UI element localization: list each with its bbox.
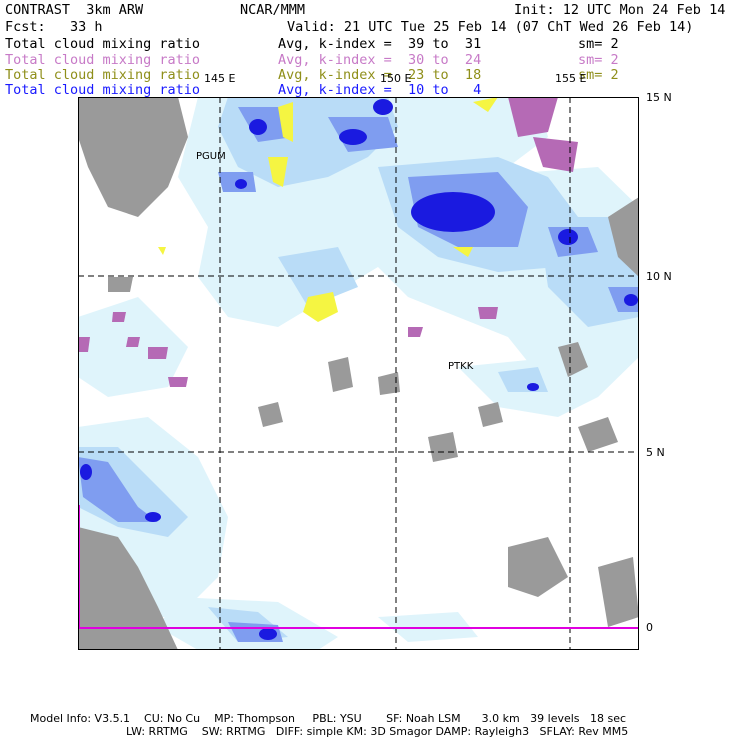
yellow-patch <box>303 292 338 322</box>
legend-smooth-2: sm= 2 <box>578 52 619 68</box>
legend-stat-1: Avg, k-index = 39 to 31 <box>278 36 482 52</box>
cloud-core <box>624 294 638 306</box>
cloud-core <box>339 129 367 145</box>
lat-label-equator: 0 <box>646 621 653 634</box>
purple-patch <box>408 327 423 337</box>
cloud-core-areas <box>80 99 638 640</box>
gray-patch <box>378 372 400 395</box>
gray-patch <box>78 527 178 650</box>
yellow-patch <box>158 247 166 255</box>
legend-field-3: Total cloud mixing ratio <box>5 67 201 83</box>
cloud-core <box>249 119 267 135</box>
map-frame <box>78 97 639 650</box>
gray-patch <box>598 557 639 627</box>
cloud-core <box>235 179 247 189</box>
purple-patch <box>78 337 90 352</box>
gray-patch <box>108 277 133 292</box>
yellow-patch <box>278 102 293 142</box>
init-time: Init: 12 UTC Mon 24 Feb 14 <box>514 2 726 18</box>
gray-patch <box>428 432 458 462</box>
lat-label-10n: 10 N <box>646 270 672 283</box>
purple-areas <box>78 97 578 387</box>
station-ptkk: PTKK <box>448 361 474 372</box>
station-pgum: PGUM <box>196 151 226 162</box>
gray-patch <box>478 402 503 427</box>
legend-smooth-1: sm= 2 <box>578 36 619 52</box>
purple-patch <box>148 347 168 359</box>
cloud-core <box>80 464 92 480</box>
valid-time: Valid: 21 UTC Tue 25 Feb 14 (07 ChT Wed … <box>287 19 694 35</box>
map-panel: PGUM PTKK <box>78 97 639 650</box>
purple-patch <box>168 377 188 387</box>
legend-field-1: Total cloud mixing ratio <box>5 36 201 52</box>
lat-label-5n: 5 N <box>646 446 665 459</box>
legend-stat-2: Avg, k-index = 30 to 24 <box>278 52 482 68</box>
yellow-patch <box>473 97 498 112</box>
gray-patch <box>78 97 188 217</box>
lon-label-155e: 155 E <box>555 72 587 85</box>
forecast-hour: Fcst: 33 h <box>5 19 103 35</box>
gray-patch <box>328 357 353 392</box>
gray-patch <box>608 197 639 277</box>
gray-patch <box>508 537 568 597</box>
lon-label-150e: 150 E <box>380 72 412 85</box>
legend-field-2: Total cloud mixing ratio <box>5 52 201 68</box>
gray-areas <box>78 97 639 650</box>
gray-patch <box>578 417 618 452</box>
lat-label-15n: 15 N <box>646 91 672 104</box>
legend-stat-4: Avg, k-index = 10 to 4 <box>278 82 482 98</box>
cloud-core <box>411 192 495 232</box>
purple-patch <box>126 337 140 347</box>
lat-lon-grid <box>78 97 639 650</box>
legend-smooth-3: sm= 2 <box>578 67 619 83</box>
purple-patch <box>112 312 126 322</box>
model-info-line2: LW: RRTMG SW: RRTMG DIFF: simple KM: 3D … <box>126 725 629 738</box>
cloud-map <box>78 97 639 650</box>
lon-label-145e: 145 E <box>204 72 236 85</box>
yellow-patch <box>268 157 288 187</box>
gray-patch <box>258 402 283 427</box>
model-title: CONTRAST 3km ARW <box>5 2 144 18</box>
cloud-area <box>78 457 158 522</box>
legend-stat-3: Avg, k-index = 23 to 18 <box>278 67 482 83</box>
yellow-patch <box>453 247 473 257</box>
cloud-core <box>558 229 578 245</box>
cloud-area <box>278 247 358 307</box>
cloud-core <box>373 99 393 115</box>
purple-patch <box>508 97 558 137</box>
cloud-core <box>145 512 161 522</box>
gray-patch <box>558 342 588 377</box>
model-info-line1: Model Info: V3.5.1 CU: No Cu MP: Thompso… <box>30 712 627 725</box>
purple-patch <box>533 137 578 172</box>
legend-field-4: Total cloud mixing ratio <box>5 82 201 98</box>
organization-label: NCAR/MMM <box>240 2 306 18</box>
cloud-core <box>259 628 277 640</box>
purple-patch <box>478 307 498 319</box>
yellow-areas <box>158 97 498 322</box>
cloud-core <box>527 383 539 391</box>
